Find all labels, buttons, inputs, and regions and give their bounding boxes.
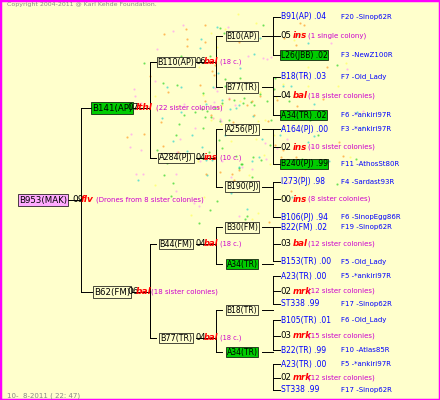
- Text: 02: 02: [281, 374, 292, 382]
- Text: 02: 02: [281, 287, 292, 296]
- Text: A23(TR) .00: A23(TR) .00: [281, 272, 326, 280]
- Text: 00: 00: [281, 195, 292, 204]
- Text: A34(TR) .02: A34(TR) .02: [281, 111, 326, 120]
- Text: lthl: lthl: [136, 104, 152, 112]
- Text: (10 c.): (10 c.): [220, 155, 241, 161]
- Text: 04: 04: [196, 334, 206, 342]
- Text: A284(PJ): A284(PJ): [159, 154, 193, 162]
- Text: ST338 .99: ST338 .99: [281, 386, 319, 394]
- Text: 04: 04: [281, 92, 292, 100]
- Text: mrk: mrk: [293, 374, 312, 382]
- Text: B18(TR) .03: B18(TR) .03: [281, 72, 326, 81]
- Text: 04: 04: [196, 154, 206, 162]
- Text: ins: ins: [293, 195, 307, 204]
- Text: (10 sister colonies): (10 sister colonies): [308, 144, 375, 150]
- Text: F20 -Sinop62R: F20 -Sinop62R: [341, 14, 392, 20]
- Text: (15 sister colonies): (15 sister colonies): [308, 333, 375, 339]
- Text: B91(AP) .04: B91(AP) .04: [281, 12, 326, 21]
- Text: bal: bal: [204, 240, 218, 248]
- Text: (Drones from 8 sister colonies): (Drones from 8 sister colonies): [96, 197, 204, 203]
- Text: F4 -Sardast93R: F4 -Sardast93R: [341, 179, 394, 185]
- Text: (12 sister colonies): (12 sister colonies): [308, 241, 375, 247]
- Text: A256(PJ): A256(PJ): [226, 125, 258, 134]
- Text: F5 -Old_Lady: F5 -Old_Lady: [341, 258, 386, 264]
- Text: B18(TR): B18(TR): [227, 306, 257, 314]
- Text: (22 sister colonies): (22 sister colonies): [156, 105, 222, 111]
- Text: bal: bal: [204, 58, 218, 66]
- Text: F3 -NewZ100R: F3 -NewZ100R: [341, 52, 392, 58]
- Text: (18 c.): (18 c.): [220, 335, 241, 341]
- Text: F7 -Old_Lady: F7 -Old_Lady: [341, 74, 386, 80]
- Text: 06: 06: [196, 58, 206, 66]
- Text: 04: 04: [196, 240, 206, 248]
- Text: B153(TR) .00: B153(TR) .00: [281, 257, 331, 266]
- Text: mrk: mrk: [293, 332, 312, 340]
- Text: F17 -Sinop62R: F17 -Sinop62R: [341, 301, 392, 307]
- Text: F10 -Atlas85R: F10 -Atlas85R: [341, 347, 389, 353]
- Text: B62(FM): B62(FM): [94, 288, 130, 296]
- Text: bal: bal: [293, 240, 308, 248]
- Text: F5 -*ankiri97R: F5 -*ankiri97R: [341, 273, 391, 279]
- Text: 03: 03: [281, 240, 292, 248]
- Text: 07: 07: [128, 104, 139, 112]
- Text: (8 sister colonies): (8 sister colonies): [308, 196, 370, 202]
- Text: flv: flv: [81, 196, 93, 204]
- Text: A23(TR) .00: A23(TR) .00: [281, 360, 326, 368]
- Text: ins: ins: [293, 143, 307, 152]
- Text: B22(TR) .99: B22(TR) .99: [281, 346, 326, 354]
- Text: (12 sister colonies): (12 sister colonies): [308, 375, 375, 381]
- Text: A164(PJ) .00: A164(PJ) .00: [281, 125, 328, 134]
- Text: ins: ins: [204, 154, 218, 162]
- Text: 03: 03: [281, 332, 292, 340]
- Text: (1 single colony): (1 single colony): [308, 33, 366, 39]
- Text: B22(FM) .02: B22(FM) .02: [281, 223, 327, 232]
- Text: 02: 02: [281, 143, 292, 152]
- Text: F6 -Old_Lady: F6 -Old_Lady: [341, 317, 386, 323]
- Text: F3 -*ankiri97R: F3 -*ankiri97R: [341, 126, 391, 132]
- Text: 05: 05: [281, 32, 292, 40]
- Text: (18 c.): (18 c.): [220, 59, 241, 65]
- Text: B44(FM): B44(FM): [160, 240, 193, 248]
- Text: B105(TR) .01: B105(TR) .01: [281, 316, 331, 324]
- Text: A34(TR): A34(TR): [227, 260, 257, 268]
- Text: (18 sister colonies): (18 sister colonies): [308, 93, 375, 99]
- Text: F19 -Sinop62R: F19 -Sinop62R: [341, 224, 392, 230]
- Text: (18 sister colonies): (18 sister colonies): [151, 289, 218, 295]
- Text: F11 -AthosSt80R: F11 -AthosSt80R: [341, 161, 399, 167]
- Text: I273(PJ) .98: I273(PJ) .98: [281, 178, 325, 186]
- Text: bal: bal: [136, 288, 151, 296]
- Text: ins: ins: [293, 32, 307, 40]
- Text: F5 -*ankiri97R: F5 -*ankiri97R: [341, 361, 391, 367]
- Text: B10(AP): B10(AP): [227, 32, 257, 40]
- Text: (12 sister colonies): (12 sister colonies): [308, 288, 375, 294]
- Text: B953(MAK): B953(MAK): [19, 196, 67, 204]
- Text: B190(PJ): B190(PJ): [226, 182, 258, 191]
- Text: B110(AP): B110(AP): [158, 58, 194, 66]
- Text: B77(TR): B77(TR): [160, 334, 192, 342]
- Text: B77(TR): B77(TR): [227, 83, 257, 92]
- Text: A34(TR): A34(TR): [227, 348, 257, 356]
- Text: ST338 .99: ST338 .99: [281, 300, 319, 308]
- Text: Copyright 2004-2011 @ Karl Kehde Foundation.: Copyright 2004-2011 @ Karl Kehde Foundat…: [7, 2, 156, 7]
- Text: F6 -*ankiri97R: F6 -*ankiri97R: [341, 112, 391, 118]
- Text: B106(PJ) .94: B106(PJ) .94: [281, 213, 328, 222]
- Text: B30(FM): B30(FM): [226, 223, 258, 232]
- Text: (18 c.): (18 c.): [220, 241, 241, 247]
- Text: bal: bal: [204, 334, 218, 342]
- Text: 10-  8-2011 ( 22: 47): 10- 8-2011 ( 22: 47): [7, 393, 80, 399]
- Text: bal: bal: [293, 92, 308, 100]
- Text: 09: 09: [73, 196, 84, 204]
- Text: F6 -SinopEgg86R: F6 -SinopEgg86R: [341, 214, 401, 220]
- Text: L26(JBB) .02: L26(JBB) .02: [281, 51, 327, 60]
- Text: B240(PJ) .99: B240(PJ) .99: [281, 160, 328, 168]
- Text: mrk: mrk: [293, 287, 312, 296]
- Text: F17 -Sinop62R: F17 -Sinop62R: [341, 387, 392, 393]
- Text: 06: 06: [128, 288, 139, 296]
- Text: B141(AP): B141(AP): [92, 104, 132, 112]
